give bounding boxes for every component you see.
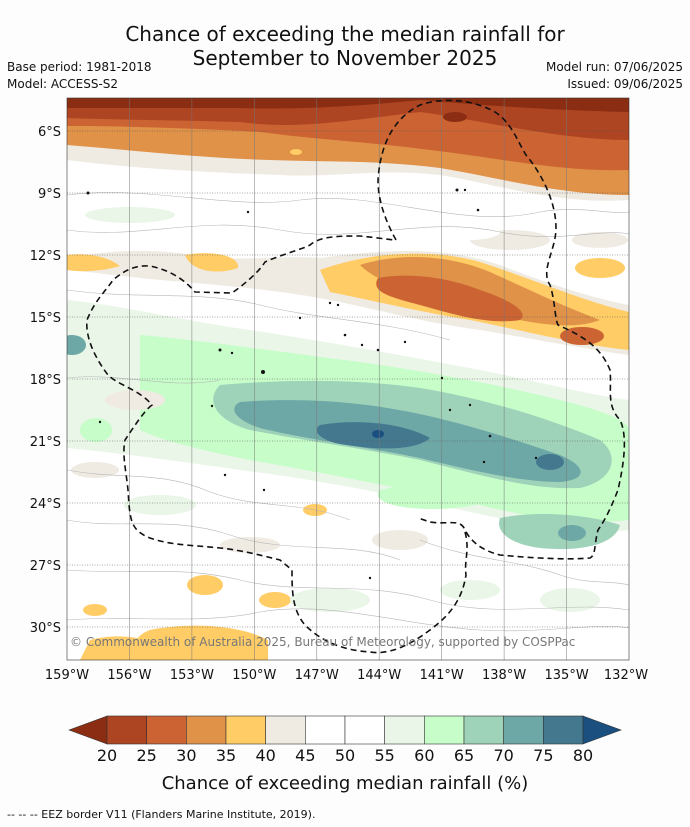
lon-tick: 156°W — [107, 668, 151, 683]
lon-tick: 135°W — [545, 668, 589, 683]
lon-tick: 144°W — [357, 668, 401, 683]
lat-tick: 24°S — [30, 497, 61, 512]
lat-tick: 15°S — [30, 311, 61, 326]
colorbar-tick: 25 — [136, 746, 156, 765]
colorbar-swatch — [543, 715, 584, 745]
lat-tick: 21°S — [30, 435, 61, 450]
colorbar-swatch — [424, 715, 465, 745]
eez-borders — [86, 99, 626, 654]
issued-date: Issued: 09/06/2025 — [567, 77, 683, 91]
colorbar-tick: 80 — [573, 746, 593, 765]
lon-axis: 159°W 156°W 153°W 150°W 147°W 144°W 141°… — [45, 668, 648, 683]
colorbar-tick: 65 — [454, 746, 474, 765]
colorbar-tick: 45 — [295, 746, 315, 765]
lon-tick: 132°W — [604, 668, 648, 683]
lat-tick: 9°S — [38, 187, 61, 202]
lat-tick: 6°S — [38, 125, 61, 140]
meta-right: Model run: 07/06/2025 Issued: 09/06/2025 — [546, 59, 683, 93]
colorbar-extend-low — [68, 715, 108, 745]
colorbar-tick: 35 — [216, 746, 236, 765]
colorbar-tick: 55 — [374, 746, 394, 765]
colorbar-swatch — [265, 715, 306, 745]
colorbar-swatch — [225, 715, 266, 745]
colorbar-tick: 20 — [97, 746, 117, 765]
lon-tick: 153°W — [170, 668, 214, 683]
lat-tick: 27°S — [30, 559, 61, 574]
colorbar-tick: 70 — [493, 746, 513, 765]
colorbar-swatch — [344, 715, 385, 745]
lat-tick: 30°S — [30, 621, 61, 636]
colorbar-swatch — [106, 715, 147, 745]
lon-tick: 141°W — [420, 668, 464, 683]
lon-tick: 147°W — [295, 668, 339, 683]
lon-tick: 159°W — [45, 668, 89, 683]
colorbar-swatch — [384, 715, 425, 745]
colorbar-tick: 50 — [335, 746, 355, 765]
islands — [86, 188, 538, 580]
meta-left: Base period: 1981-2018 Model: ACCESS-S2 — [7, 59, 152, 93]
colorbar-tick: 40 — [255, 746, 275, 765]
colorbar-tick: 60 — [414, 746, 434, 765]
lat-tick: 18°S — [30, 373, 61, 388]
lon-tick: 150°W — [232, 668, 276, 683]
colorbar-swatch — [186, 715, 227, 745]
map-title: Chance of exceeding the median rainfall … — [0, 22, 690, 70]
title-line-1: Chance of exceeding the median rainfall … — [125, 22, 565, 46]
colorbar-swatch — [146, 715, 187, 745]
lat-axis: 6°S 9°S 12°S 15°S 18°S 21°S 24°S 27°S 30… — [30, 125, 61, 636]
lat-tick: 12°S — [30, 249, 61, 264]
colorbar: 20 25 30 35 40 45 50 55 60 65 70 75 80 — [68, 715, 622, 765]
colorbar-swatch — [503, 715, 544, 745]
map-field — [67, 98, 629, 660]
copyright-text: © Commonwealth of Australia 2025, Bureau… — [70, 635, 575, 649]
base-period: Base period: 1981-2018 — [7, 60, 152, 74]
lon-tick: 138°W — [482, 668, 526, 683]
model-name: Model: ACCESS-S2 — [7, 77, 119, 91]
colorbar-tick: 30 — [176, 746, 196, 765]
colorbar-extend-high — [582, 715, 622, 745]
eez-footnote: -- -- -- EEZ border V11 (Flanders Marine… — [7, 808, 316, 821]
model-run: Model run: 07/06/2025 — [545, 60, 683, 74]
colorbar-swatch — [463, 715, 504, 745]
lat-gridlines — [67, 130, 629, 628]
title-line-2: September to November 2025 — [192, 46, 498, 70]
lon-gridlines — [129, 98, 567, 660]
colorbar-tick: 75 — [533, 746, 553, 765]
colorbar-swatch — [305, 715, 346, 745]
colorbar-label: Chance of exceeding median rainfall (%) — [161, 773, 529, 794]
